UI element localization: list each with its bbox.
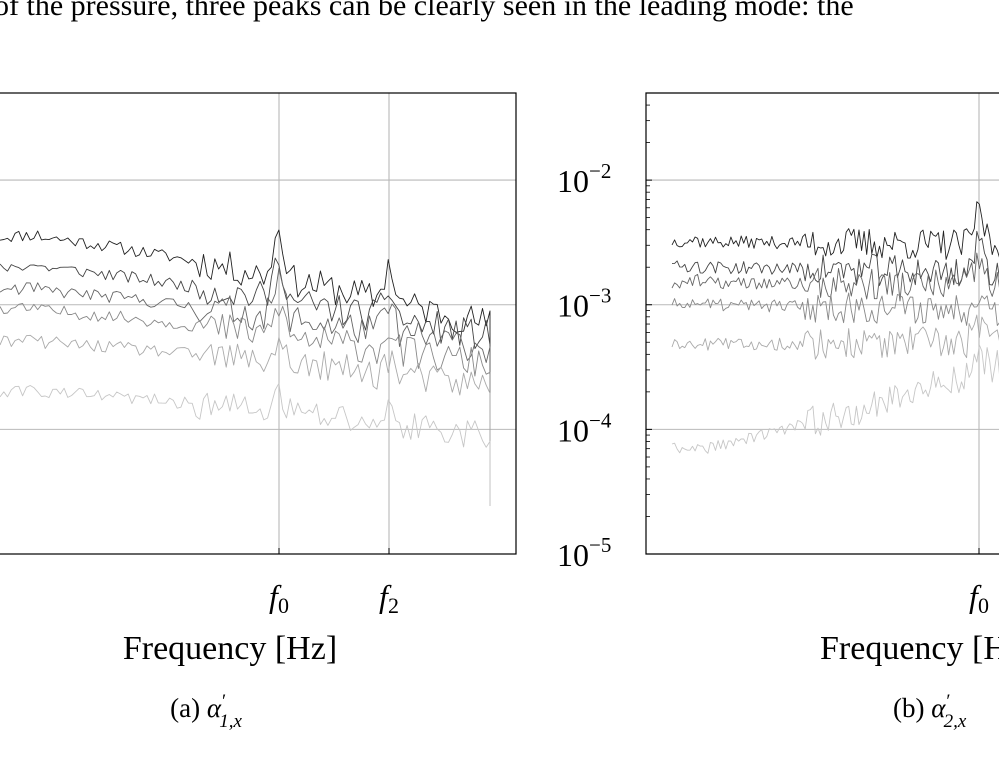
y-tick-label: 10−3 [557, 284, 611, 324]
x-axis-label-a: Frequency [Hz] [123, 630, 337, 667]
intro-text: of the pressure, three peaks can be clea… [0, 0, 854, 22]
series-group-b [671, 201, 999, 454]
x-tick-label: f0 [269, 578, 289, 618]
x-ticks-b: f0 [969, 548, 989, 618]
caption-b-prime: ′ [946, 691, 950, 712]
series-line [0, 257, 491, 506]
chart-panel-a: f0 f2 Frequency [Hz] (a) α′ 1,x [0, 92, 517, 732]
caption-a: (a) α′ 1,x [170, 691, 242, 732]
plot-frame-a [0, 92, 517, 555]
caption-b-subscript: 2,x [944, 711, 967, 732]
plot-frame-b [645, 92, 999, 555]
chart-panel-b: 10−2 10−3 10−4 10−5 f0 Frequency [Hz] (b) α… [557, 92, 999, 732]
caption-b-prefix: (b) [893, 693, 931, 723]
series-line [0, 303, 491, 506]
x-tick-label: f2 [379, 578, 399, 618]
y-tick-label: 10−4 [557, 408, 612, 448]
caption-b: (b) α′ 2,x [893, 691, 967, 732]
grid-a [0, 93, 516, 554]
series-line [0, 267, 491, 506]
y-ticks-b: 10−2 10−3 10−4 10−5 [557, 92, 652, 573]
series-group-a [0, 229, 491, 506]
series-line [671, 344, 999, 454]
x-ticks-a: f0 f2 [269, 548, 399, 618]
y-tick-label: 10−5 [557, 533, 611, 573]
x-axis-label-b: Frequency [Hz] [820, 630, 999, 667]
series-line [671, 201, 999, 260]
caption-a-subscript: 1,x [219, 711, 242, 732]
caption-a-prime: ′ [222, 691, 226, 712]
series-line [671, 252, 999, 302]
caption-b-symbol: α [931, 693, 946, 723]
series-line [671, 292, 999, 326]
series-line [0, 229, 491, 506]
caption-a-symbol: α [207, 693, 222, 723]
series-line [671, 314, 999, 360]
series-line [671, 230, 999, 287]
caption-a-prefix: (a) [170, 693, 207, 723]
grid-b [646, 93, 999, 554]
series-line [0, 334, 491, 506]
y-tick-label: 10−2 [557, 159, 611, 199]
series-line [0, 382, 491, 506]
x-tick-label: f0 [969, 578, 989, 618]
